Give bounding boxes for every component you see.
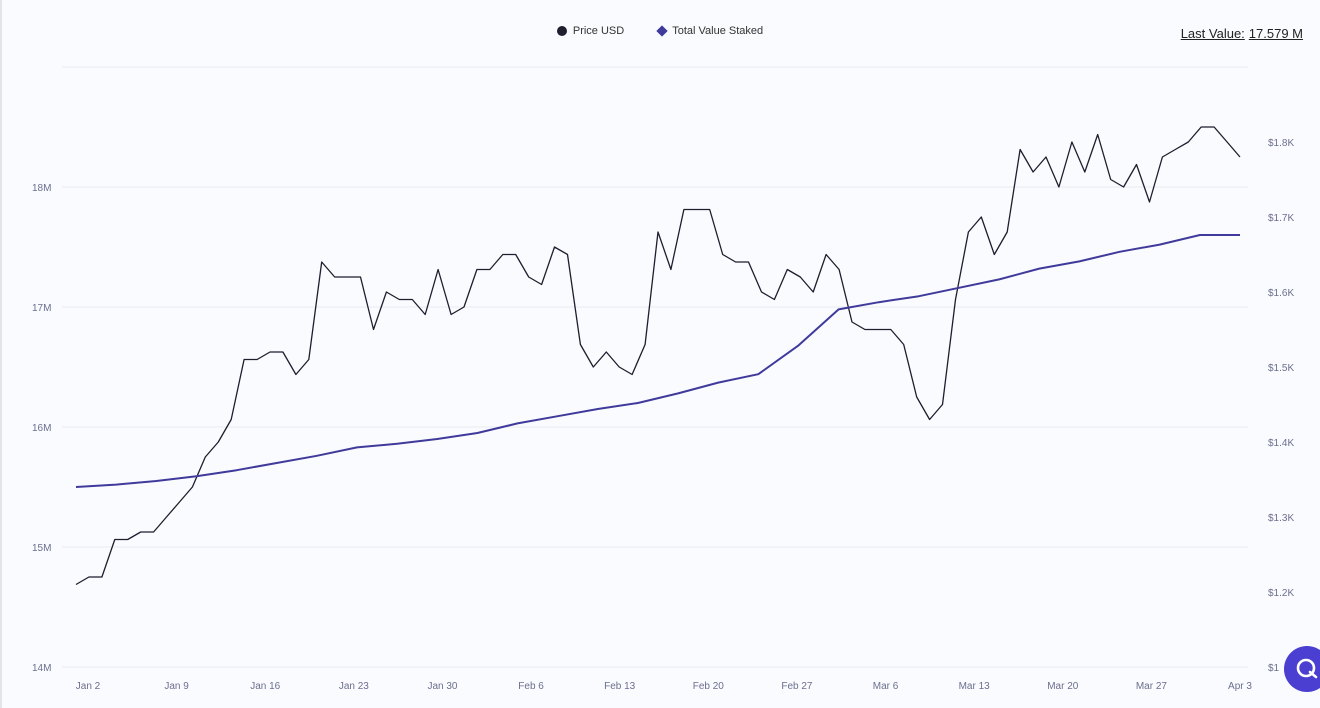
last-value-label: Last Value: — [1180, 26, 1245, 41]
x-tick-label: Feb 13 — [604, 681, 636, 692]
total-value-staked-line — [75, 234, 1240, 488]
right-tick-label: $1.5K — [1268, 363, 1294, 374]
last-value: Last Value: 17.579 M — [1181, 26, 1303, 41]
right-tick-label: $1.8K — [1268, 138, 1294, 149]
price-usd-line — [75, 126, 1241, 586]
price-legend-dot — [556, 26, 567, 36]
legend-label-total-value-staked: Total Value Staked — [672, 25, 764, 37]
right-tick-label: $1.3K — [1268, 513, 1294, 524]
x-tick-label: Jan 9 — [164, 681, 189, 692]
x-tick-label: Apr 3 — [1228, 681, 1252, 692]
right-tick-label: $1.2K — [1268, 588, 1294, 599]
left-tick-label: 16M — [32, 423, 51, 434]
x-tick-label: Feb 20 — [693, 681, 725, 692]
right-tick-label: $1.4K — [1268, 438, 1294, 449]
tvs-legend-diamond — [656, 25, 668, 37]
legend-item-price[interactable]: Price USD — [556, 25, 625, 37]
x-tick-label: Feb 27 — [781, 681, 813, 692]
x-tick-label: Feb 6 — [518, 681, 544, 692]
x-tick-label: Jan 16 — [250, 681, 280, 692]
legend-label-price: Price USD — [572, 25, 625, 37]
x-tick-label: Mar 6 — [873, 681, 899, 692]
x-tick-label: Mar 27 — [1136, 681, 1168, 692]
legend-item-total-value-staked[interactable]: Total Value Staked — [656, 25, 764, 37]
x-tick-label: Jan 23 — [339, 681, 369, 692]
x-tick-label: Mar 20 — [1047, 681, 1079, 692]
legend: Price USD Total Value Staked — [0, 25, 1320, 37]
x-tick-label: Jan 2 — [76, 681, 101, 692]
chat-support-button[interactable] — [1284, 646, 1320, 692]
right-tick-label: $1.6K — [1268, 288, 1294, 299]
x-axis: Jan 2 Jan 9 Jan 16 Jan 23 Jan 30 Feb 6 Feb 13 F… — [76, 681, 1253, 692]
left-edge-border — [0, 0, 2, 708]
last-value-number: 17.579 M — [1248, 26, 1303, 41]
x-tick-label: Jan 30 — [427, 681, 457, 692]
chat-icon — [1296, 658, 1318, 679]
x-tick-label: Mar 13 — [959, 681, 991, 692]
right-tick-label: $1 — [1268, 663, 1280, 674]
series-layer — [75, 126, 1241, 586]
left-tick-label: 15M — [32, 543, 51, 554]
right-axis: $1 $1.2K $1.3K $1.4K $1.5K $1.6K $1.7K $1.8K — [1268, 138, 1294, 674]
left-axis: 14M 15M 16M 17M 18M — [32, 183, 51, 674]
left-tick-label: 18M — [32, 183, 51, 194]
left-tick-label: 17M — [32, 303, 51, 314]
grid-lines — [62, 66, 1248, 668]
right-tick-label: $1.7K — [1268, 213, 1294, 224]
left-tick-label: 14M — [32, 663, 51, 674]
